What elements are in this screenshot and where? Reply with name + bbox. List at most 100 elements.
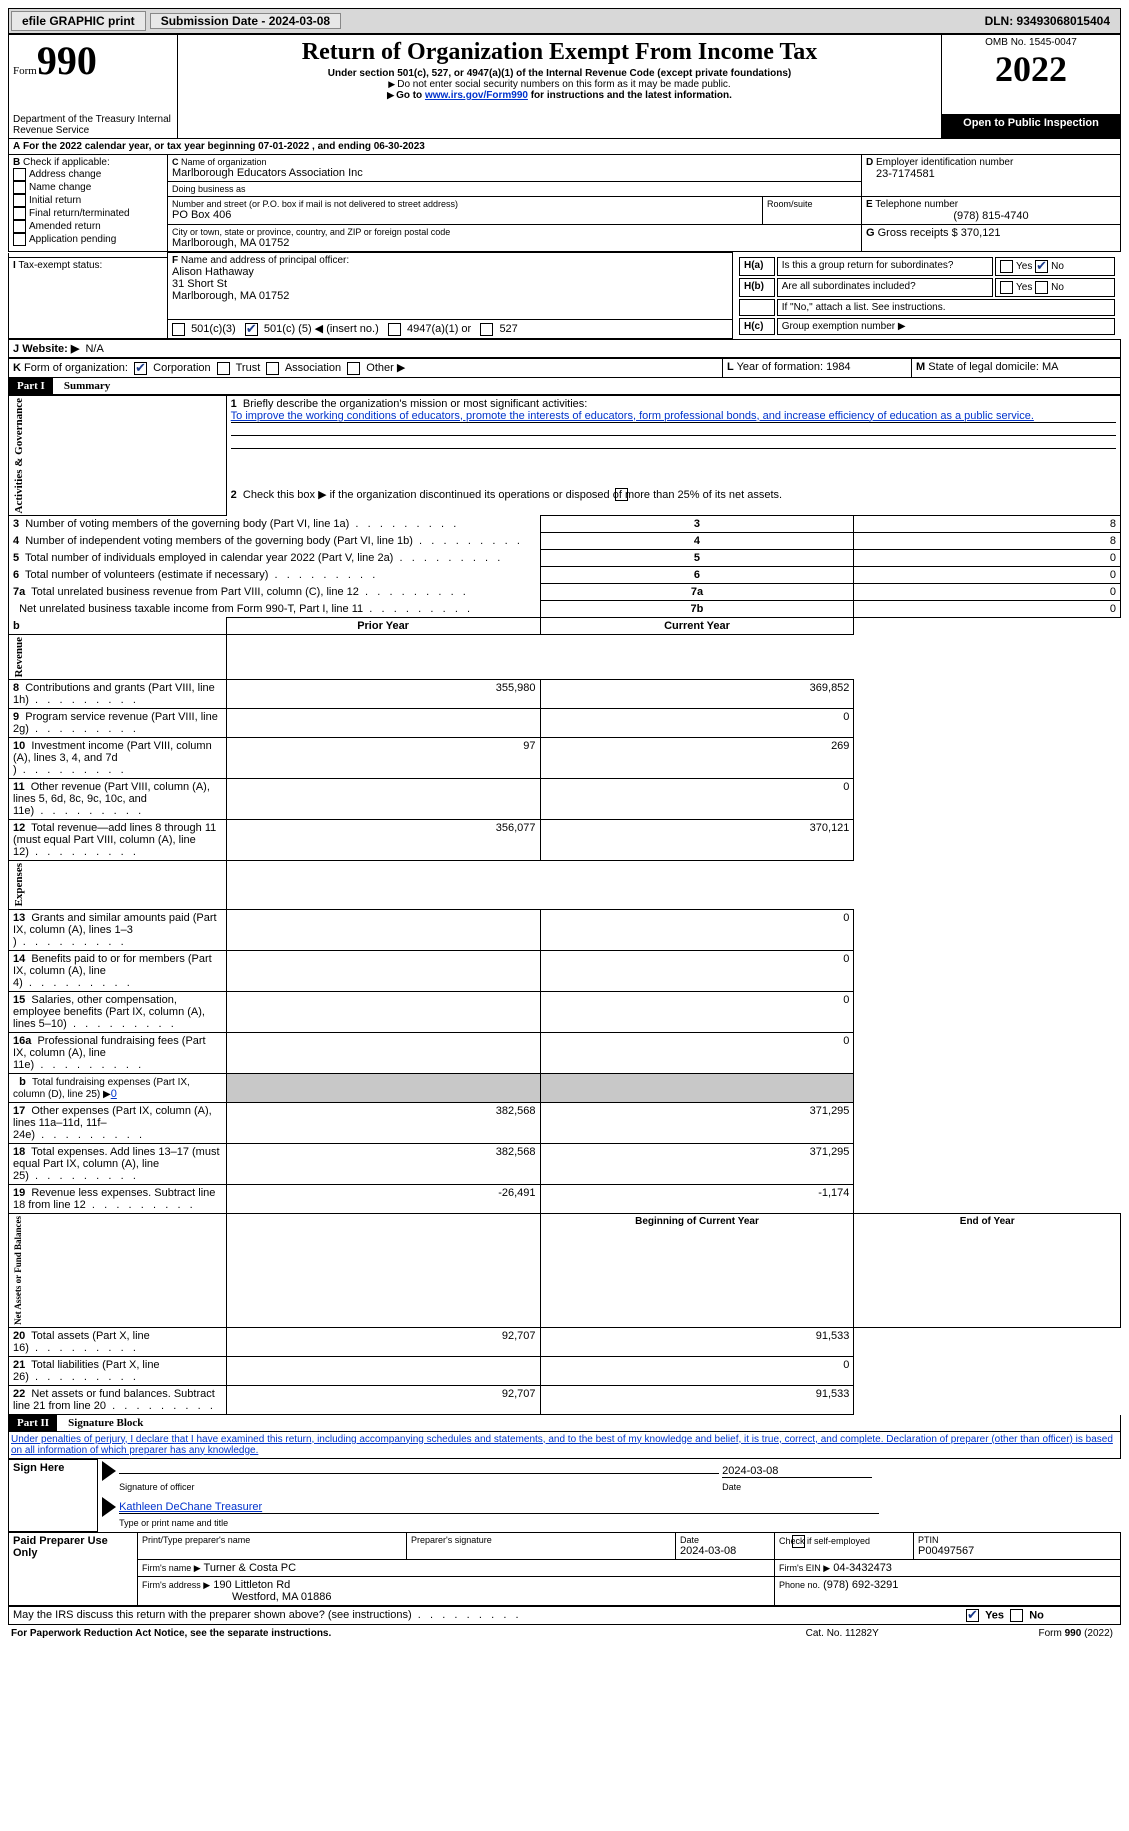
section-i: I Tax-exempt status: (9, 257, 168, 339)
sidebar-net-label: Net Assets or Fund Balances (13, 1216, 23, 1325)
i-501c-checkbox[interactable] (245, 323, 258, 336)
ha-no-checkbox[interactable] (1035, 260, 1048, 273)
l16b-value[interactable]: 0 (111, 1088, 117, 1100)
summary-line: 4 Number of independent voting members o… (9, 533, 1121, 550)
b-opt-label: Application pending (29, 234, 116, 245)
gross-receipts: 370,121 (961, 227, 1001, 239)
website-value: N/A (85, 343, 103, 355)
sign-here-label: Sign Here (9, 1459, 98, 1531)
org-name: Marlborough Educators Association Inc (172, 167, 857, 179)
line-box: 4 (540, 533, 854, 550)
prior-value (226, 991, 540, 1032)
l16b-label: Total fundraising expenses (Part IX, col… (13, 1077, 190, 1100)
sidebar-expenses: Expenses (9, 861, 227, 909)
summary-line: 21 Total liabilities (Part X, line 26) 0 (9, 1356, 1121, 1385)
l2-checkbox[interactable] (615, 488, 628, 501)
current-value: 0 (540, 909, 854, 950)
mission-text[interactable]: To improve the working conditions of edu… (231, 410, 1034, 422)
submission-date-button[interactable]: Submission Date - 2024-03-08 (150, 13, 341, 29)
form-id-cell: Form990 Department of the Treasury Inter… (9, 35, 178, 139)
officer-name-title[interactable]: Kathleen DeChane Treasurer (119, 1501, 262, 1513)
k-other-checkbox[interactable] (347, 362, 360, 375)
sidebar-exp-label: Expenses (13, 863, 25, 906)
i-501c3-checkbox[interactable] (172, 323, 185, 336)
b-opt-checkbox[interactable] (13, 207, 26, 220)
addr-label: Number and street (or P.O. box if mail i… (172, 199, 758, 209)
title-cell: Return of Organization Exempt From Incom… (178, 35, 942, 139)
part1-title: Summary (56, 378, 118, 394)
entity-table: B Check if applicable: Address changeNam… (8, 154, 1121, 252)
i-527-checkbox[interactable] (480, 323, 493, 336)
omb-cell: OMB No. 1545-0047 2022 (942, 35, 1121, 115)
ha-yes-checkbox[interactable] (1000, 260, 1013, 273)
prep-name-label: Print/Type preparer's name (142, 1535, 402, 1545)
section-c-street: Number and street (or P.O. box if mail i… (168, 197, 763, 225)
efile-print-button[interactable]: efile GRAPHIC print (11, 11, 146, 31)
b-opt-label: Initial return (29, 195, 81, 206)
b-opt-label: Name change (29, 182, 91, 193)
irs-link[interactable]: www.irs.gov/Form990 (425, 90, 528, 101)
k-trust-checkbox[interactable] (217, 362, 230, 375)
firm-addr-label: Firm's address ▶ (142, 1580, 210, 1590)
row-a-mid: , and ending (309, 141, 373, 152)
summary-line: 3 Number of voting members of the govern… (9, 516, 1121, 533)
summary-line: 20 Total assets (Part X, line 16) 92,707… (9, 1327, 1121, 1356)
section-c-dba: Doing business as (168, 182, 862, 197)
b-opt-label: Amended return (29, 221, 101, 232)
ptin-value: P00497567 (918, 1545, 1116, 1557)
k-assoc-checkbox[interactable] (266, 362, 279, 375)
form-subtitle: Under section 501(c), 527, or 4947(a)(1)… (182, 68, 937, 79)
may-irs-no-checkbox[interactable] (1010, 1609, 1023, 1622)
prep-date-label: Date (680, 1535, 770, 1545)
prior-value (226, 950, 540, 991)
summary-table: Activities & Governance 1 Briefly descri… (8, 395, 1121, 1415)
m-label: State of legal domicile: (928, 361, 1039, 373)
i-4947-checkbox[interactable] (388, 323, 401, 336)
self-employed-checkbox[interactable] (792, 1535, 805, 1548)
prior-value: 92,707 (226, 1385, 540, 1414)
line2: 2 Check this box ▶ if the organization d… (226, 486, 1120, 516)
note-goto-post: for instructions and the latest informat… (528, 90, 732, 101)
b-opt-checkbox[interactable] (13, 233, 26, 246)
sidebar-activities: Activities & Governance (9, 395, 227, 515)
may-irs-yes-checkbox[interactable] (966, 1609, 979, 1622)
penalties-link[interactable]: Under penalties of perjury, I declare th… (11, 1434, 1113, 1456)
b-opt-checkbox[interactable] (13, 168, 26, 181)
b-opt-checkbox[interactable] (13, 181, 26, 194)
prior-value: 355,980 (226, 680, 540, 709)
room-cell: Room/suite (763, 197, 862, 225)
e-label: Telephone number (875, 199, 958, 210)
current-value: 91,533 (540, 1327, 854, 1356)
header-table: Form990 Department of the Treasury Inter… (8, 34, 1121, 139)
summary-line: 19 Revenue less expenses. Subtract line … (9, 1184, 1121, 1213)
line-value: 8 (854, 533, 1121, 550)
line-value: 0 (854, 584, 1121, 601)
summary-line: 18 Total expenses. Add lines 13–17 (must… (9, 1143, 1121, 1184)
l1-label: Briefly describe the organization's miss… (243, 398, 587, 410)
yes-label: Yes (985, 1609, 1004, 1621)
yes-label: Yes (1016, 261, 1032, 272)
current-value: 0 (540, 1032, 854, 1073)
b-opt-checkbox[interactable] (13, 220, 26, 233)
current-value: 371,295 (540, 1102, 854, 1143)
paid-preparer-label: Paid Preparer Use Only (9, 1532, 138, 1605)
current-value: 91,533 (540, 1385, 854, 1414)
prior-value (226, 1032, 540, 1073)
hb-yes-checkbox[interactable] (1000, 281, 1013, 294)
col-current-header: Current Year (540, 618, 854, 635)
k-label: Form of organization: (24, 362, 128, 374)
current-value: 369,852 (540, 680, 854, 709)
row-a-pre: For the 2022 calendar year, or tax year … (23, 141, 258, 152)
b-opt-checkbox[interactable] (13, 194, 26, 207)
c-name-label: Name of organization (181, 157, 267, 167)
prior-value (226, 909, 540, 950)
summary-line: 11 Other revenue (Part VIII, column (A),… (9, 779, 1121, 820)
part2-title: Signature Block (60, 1415, 151, 1431)
k-o1: Corporation (153, 362, 210, 374)
ein-value: 23-7174581 (866, 168, 1116, 180)
line-value: 0 (854, 550, 1121, 567)
hb-no-checkbox[interactable] (1035, 281, 1048, 294)
sidebar-revenue: Revenue (9, 635, 227, 680)
part1-header: Part I Summary (8, 378, 1121, 395)
k-corp-checkbox[interactable] (134, 362, 147, 375)
